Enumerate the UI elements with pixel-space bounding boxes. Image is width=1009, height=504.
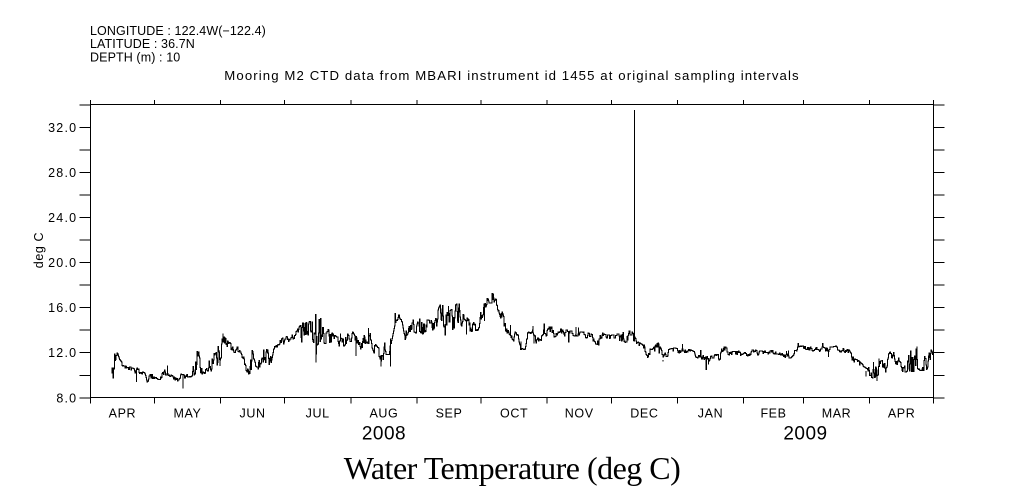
svg-text:MAY: MAY — [174, 407, 202, 421]
svg-text:LONGITUDE : 122.4W(−122.4): LONGITUDE : 122.4W(−122.4) — [90, 24, 266, 38]
svg-text:28.0: 28.0 — [48, 166, 77, 180]
svg-text:NOV: NOV — [565, 407, 594, 421]
svg-text:MAR: MAR — [822, 407, 852, 421]
svg-text:16.0: 16.0 — [48, 301, 77, 315]
svg-text:AUG: AUG — [369, 407, 398, 421]
svg-text:DEPTH (m) : 10: DEPTH (m) : 10 — [90, 50, 180, 64]
svg-text:LATITUDE : 36.7N: LATITUDE : 36.7N — [90, 37, 195, 51]
svg-text:DEC: DEC — [630, 407, 658, 421]
svg-text:32.0: 32.0 — [48, 121, 77, 135]
svg-text:SEP: SEP — [436, 407, 463, 421]
svg-text:2008: 2008 — [362, 423, 406, 444]
svg-text:8.0: 8.0 — [56, 391, 77, 405]
svg-text:APR: APR — [888, 407, 916, 421]
svg-text:12.0: 12.0 — [48, 346, 77, 360]
svg-text:OCT: OCT — [500, 407, 528, 421]
svg-text:20.0: 20.0 — [48, 256, 77, 270]
svg-text:APR: APR — [109, 407, 137, 421]
svg-text:2009: 2009 — [783, 423, 827, 444]
svg-text:deg C: deg C — [32, 232, 46, 268]
svg-text:Mooring M2 CTD data from MBARI: Mooring M2 CTD data from MBARI instrumen… — [224, 68, 799, 83]
svg-text:FEB: FEB — [760, 407, 786, 421]
svg-text:JUN: JUN — [240, 407, 266, 421]
svg-text:JUL: JUL — [306, 407, 330, 421]
svg-text:JAN: JAN — [698, 407, 723, 421]
svg-text:Water Temperature (deg C): Water Temperature (deg C) — [344, 450, 681, 486]
svg-text:24.0: 24.0 — [48, 211, 77, 225]
